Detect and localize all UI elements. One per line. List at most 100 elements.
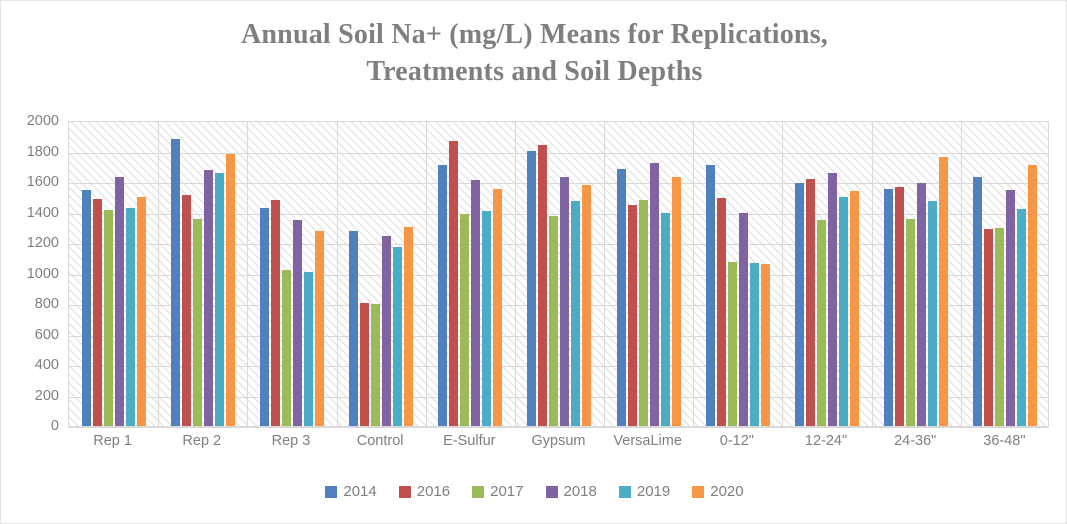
legend-item-2019[interactable]: 2019 bbox=[618, 483, 670, 500]
bar-2020-Rep1[interactable] bbox=[136, 196, 146, 426]
legend-swatch-icon bbox=[325, 485, 338, 498]
bar-2014-VersaLime[interactable] bbox=[616, 169, 626, 426]
bar-2017-24-36[interactable] bbox=[906, 219, 916, 426]
bar-2014-24-36[interactable] bbox=[884, 188, 894, 426]
gridline-horizontal bbox=[69, 335, 1048, 337]
bar-2014-Rep2[interactable] bbox=[170, 138, 180, 426]
bar-2019-Rep3[interactable] bbox=[303, 271, 313, 426]
bar-2018-24-36[interactable] bbox=[917, 182, 927, 426]
legend-item-2020[interactable]: 2020 bbox=[692, 483, 744, 500]
bar-2018-Control[interactable] bbox=[382, 236, 392, 426]
bar-2016-Rep1[interactable] bbox=[92, 198, 102, 426]
y-axis-tick-label: 2000 bbox=[26, 113, 59, 129]
y-axis-tick-label: 200 bbox=[34, 387, 59, 404]
bar-group bbox=[515, 122, 604, 426]
bar-2016-24-36[interactable] bbox=[895, 187, 905, 426]
gridline-horizontal bbox=[69, 274, 1048, 276]
bar-2014-Rep3[interactable] bbox=[259, 207, 269, 426]
chart-title-line-2: Treatments and Soil Depths bbox=[366, 55, 703, 87]
bar-2016-E-Sulfur[interactable] bbox=[449, 140, 459, 426]
bar-2019-24-36[interactable] bbox=[928, 201, 938, 426]
bar-group bbox=[604, 122, 693, 426]
y-axis-tick-label: 600 bbox=[34, 326, 59, 343]
x-axis-tick-label: Rep 3 bbox=[271, 433, 311, 449]
bar-2020-VersaLime[interactable] bbox=[671, 177, 681, 426]
bar-2014-Control[interactable] bbox=[349, 230, 359, 426]
bar-2016-Gypsum[interactable] bbox=[538, 144, 548, 426]
bar-2019-VersaLime[interactable] bbox=[660, 213, 670, 426]
chart-legend: 2014 2016 2017 2018 2019 2020 bbox=[1, 483, 1066, 500]
bar-2020-Control[interactable] bbox=[404, 227, 414, 426]
legend-item-2014[interactable]: 2014 bbox=[325, 483, 377, 500]
bar-2017-VersaLime[interactable] bbox=[638, 200, 648, 426]
bar-2019-Rep2[interactable] bbox=[214, 172, 224, 426]
bar-2017-12-24[interactable] bbox=[817, 220, 827, 426]
gridline-vertical bbox=[336, 122, 338, 426]
bar-2020-24-36[interactable] bbox=[939, 156, 949, 426]
bar-2020-36-48[interactable] bbox=[1028, 165, 1038, 426]
bar-2019-E-Sulfur[interactable] bbox=[482, 210, 492, 426]
bar-2018-36-48[interactable] bbox=[1006, 189, 1016, 426]
bar-2019-Rep1[interactable] bbox=[125, 207, 135, 426]
bar-2019-Gypsum[interactable] bbox=[571, 201, 581, 426]
gridline-horizontal bbox=[69, 213, 1048, 215]
x-axis-tick-label: 36-48" bbox=[983, 433, 1026, 449]
gridline-horizontal bbox=[69, 396, 1048, 398]
bar-2017-Gypsum[interactable] bbox=[549, 215, 559, 426]
y-axis-tick-label: 0 bbox=[50, 418, 59, 434]
bar-2019-0-12[interactable] bbox=[749, 262, 759, 426]
bar-2016-12-24[interactable] bbox=[806, 178, 816, 426]
bar-2016-0-12[interactable] bbox=[716, 198, 726, 426]
legend-swatch-icon bbox=[472, 485, 485, 498]
chart-title-line-1: Annual Soil Na+ (mg/L) Means for Replica… bbox=[240, 19, 828, 50]
bar-2017-Rep3[interactable] bbox=[281, 269, 291, 426]
bar-2014-Rep1[interactable] bbox=[81, 190, 91, 426]
bar-2017-Rep2[interactable] bbox=[192, 218, 202, 426]
gridline-vertical bbox=[514, 122, 516, 426]
y-axis-tick-label: 1400 bbox=[26, 204, 59, 221]
bar-2019-12-24[interactable] bbox=[839, 197, 849, 426]
legend-item-2018[interactable]: 2018 bbox=[545, 483, 597, 500]
bar-2014-12-24[interactable] bbox=[795, 182, 805, 426]
bar-2014-36-48[interactable] bbox=[973, 177, 983, 426]
bar-2020-Rep2[interactable] bbox=[225, 153, 235, 426]
bar-2020-12-24[interactable] bbox=[850, 191, 860, 426]
legend-item-2016[interactable]: 2016 bbox=[398, 483, 450, 500]
bar-2019-Control[interactable] bbox=[393, 246, 403, 426]
gridline-vertical bbox=[158, 122, 160, 426]
bar-2016-Rep3[interactable] bbox=[270, 199, 280, 426]
bar-2017-Rep1[interactable] bbox=[103, 210, 113, 426]
bar-2020-E-Sulfur[interactable] bbox=[493, 188, 503, 426]
y-axis-tick-label: 1600 bbox=[26, 174, 59, 190]
bar-2014-E-Sulfur[interactable] bbox=[438, 165, 448, 426]
x-axis-tick-label: 0-12" bbox=[719, 433, 754, 449]
bar-2020-Gypsum[interactable] bbox=[582, 185, 592, 426]
bar-2016-Control[interactable] bbox=[360, 303, 370, 426]
gridline-horizontal bbox=[69, 366, 1048, 367]
bar-2018-Rep3[interactable] bbox=[292, 220, 302, 426]
gridline-vertical bbox=[782, 122, 784, 426]
bar-2018-E-Sulfur[interactable] bbox=[471, 179, 481, 426]
bar-2017-E-Sulfur[interactable] bbox=[460, 214, 470, 426]
bar-2017-36-48[interactable] bbox=[995, 227, 1005, 426]
bar-2016-VersaLime[interactable] bbox=[627, 204, 637, 426]
bar-2020-0-12[interactable] bbox=[760, 264, 770, 426]
bar-2018-0-12[interactable] bbox=[738, 212, 748, 426]
legend-item-2017[interactable]: 2017 bbox=[472, 483, 524, 500]
bar-2018-12-24[interactable] bbox=[828, 172, 838, 426]
bar-2018-VersaLime[interactable] bbox=[649, 162, 659, 426]
bar-2016-Rep2[interactable] bbox=[181, 194, 191, 426]
bar-2017-Control[interactable] bbox=[371, 304, 381, 426]
bar-2018-Gypsum[interactable] bbox=[560, 177, 570, 426]
legend-label: 2018 bbox=[563, 483, 597, 500]
bar-2014-0-12[interactable] bbox=[705, 165, 715, 426]
bar-2014-Gypsum[interactable] bbox=[527, 150, 537, 426]
bar-2020-Rep3[interactable] bbox=[314, 230, 324, 426]
gridline-vertical bbox=[604, 122, 606, 426]
bar-2016-36-48[interactable] bbox=[984, 229, 994, 426]
bar-group bbox=[961, 122, 1050, 426]
bar-2019-36-48[interactable] bbox=[1017, 208, 1027, 426]
bar-2018-Rep2[interactable] bbox=[203, 169, 213, 426]
bar-2018-Rep1[interactable] bbox=[114, 177, 124, 426]
bar-2017-0-12[interactable] bbox=[727, 262, 737, 426]
